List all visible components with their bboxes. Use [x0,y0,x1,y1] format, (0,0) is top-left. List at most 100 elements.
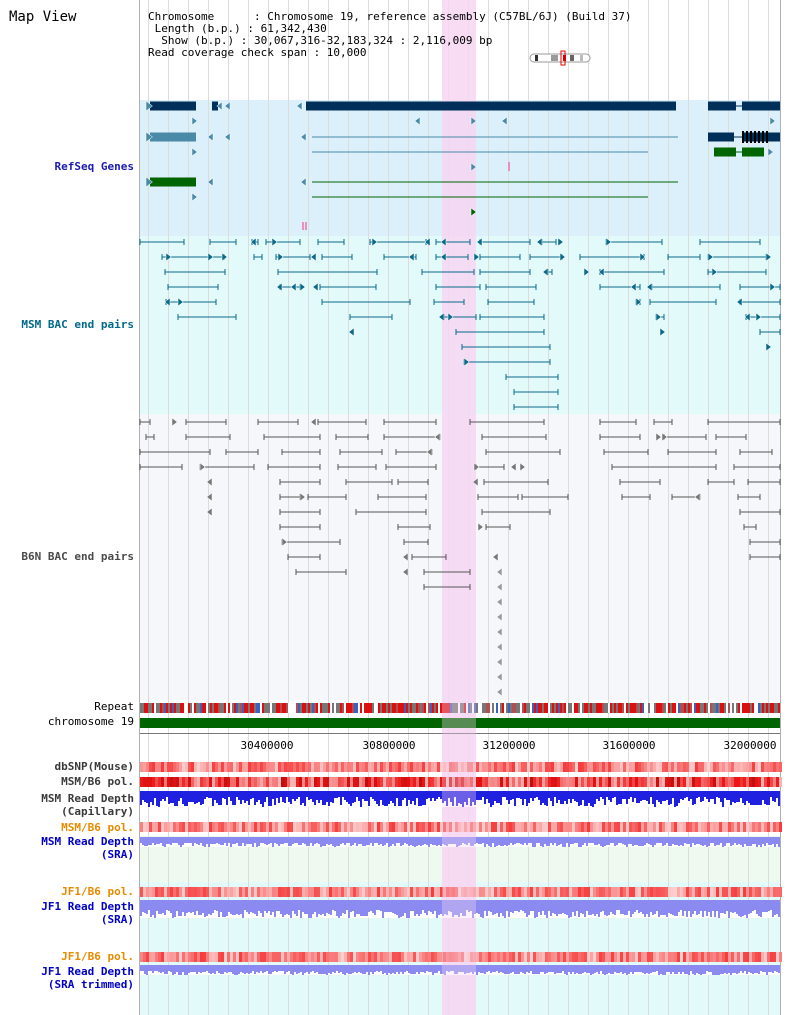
msm-pol-cell [656,777,659,787]
msm-depth-sra-bar [284,837,286,843]
jf1-pol-trim-cell [776,952,779,962]
jf1-depth-sra-bar [366,900,368,916]
msm-depth-sra-bar [406,837,408,844]
repeat-block [556,703,558,713]
jf1-depth-trim-label-1[interactable]: JF1 Read Depth [41,965,134,978]
msm-pol-sra-track-label[interactable]: MSM/B6 pol. [61,821,134,834]
jf1-depth-trim-bar [750,965,752,973]
msm-depth-sra-bar [474,837,476,844]
repeat-block [366,703,368,713]
repeat-block [720,703,722,713]
jf1-depth-sra-bar [208,900,210,914]
msm-depth-sra-bar [472,837,474,846]
repeat-block [354,703,356,713]
jf1-pol-cell [764,887,767,897]
msm-pol-track-label[interactable]: MSM/B6 pol. [61,775,134,788]
dbsnp-cell [263,762,266,772]
msm-depth-sra-bar [168,837,170,844]
jf1-pol-track-label[interactable]: JF1/B6 pol. [61,885,134,898]
msm-pol-cell [410,777,413,787]
repeat-block [712,703,714,713]
dbsnp-cell [155,762,158,772]
jf1-depth-trim-bar [302,965,304,975]
jf1-depth-trim-bar [236,965,238,975]
jf1-pol-trim-cell [656,952,659,962]
msm-depth-sra-bar [510,837,512,843]
dbsnp-cell [377,762,380,772]
jf1-pol-trim-cell [215,952,218,962]
dbsnp-cell [767,762,770,772]
msm-pol-sra-cell [155,822,158,832]
jf1-depth-sra-bar [310,900,312,918]
msm-depth-cap-label-1[interactable]: MSM Read Depth [41,792,134,805]
jf1-depth-sra-bar [688,900,690,911]
dbsnp-cell [527,762,530,772]
jf1-depth-trim-bar [300,965,302,972]
jf1-depth-sra-label-1[interactable]: JF1 Read Depth [41,900,134,913]
jf1-depth-trim-bar [416,965,418,972]
gene-exon [536,196,538,198]
dbsnp-cell [206,762,209,772]
repeat-block [486,703,488,713]
jf1-pol-cell [416,887,419,897]
dbsnp-cell [638,762,641,772]
repeat-block [738,703,740,713]
repeat-block [730,703,732,713]
jf1-depth-trim-bar [282,965,284,971]
msm-pol-sra-cell [332,822,335,832]
jf1-pol-trim-cell [224,952,227,962]
jf1-depth-trim-bar [710,965,712,972]
strand-arrow [224,132,231,142]
jf1-pol-trim-track-label[interactable]: JF1/B6 pol. [61,950,134,963]
msm-depth-cap-bar [592,791,594,807]
dbsnp-cell [593,762,596,772]
jf1-pol-trim-cell [278,952,281,962]
jf1-depth-trim-bar [384,965,386,973]
jf1-pol-cell [683,887,686,897]
msm-depth-sra-bar [166,837,168,844]
msm-depth-sra-bar [670,837,672,846]
gene-exon [302,222,304,230]
refseq-track-label[interactable]: RefSeq Genes [54,160,134,173]
b6n-bac-track-label[interactable]: B6N BAC end pairs [21,550,134,563]
jf1-pol-trim-cell [299,952,302,962]
msm-depth-cap-bar [472,791,474,802]
msm-bac-track-label[interactable]: MSM BAC end pairs [21,318,134,331]
msm-depth-cap-bar [624,791,626,799]
msm-bac-end [207,252,214,262]
jf1-depth-trim-bar [318,965,320,974]
repeat-block [322,703,324,713]
msm-pol-sra-cell [521,822,524,832]
dbsnp-cell [401,762,404,772]
jf1-depth-sra-bar [396,900,398,915]
msm-bac-end [765,252,772,262]
jf1-depth-sra-bar [206,900,208,916]
jf1-depth-sra-bar [394,900,396,914]
msm-depth-cap-bar [308,791,310,800]
ideogram [529,53,591,63]
dbsnp-cell [209,762,212,772]
dbsnp-cell [191,762,194,772]
msm-pol-cell [239,777,242,787]
jf1-depth-sra-bar [292,900,294,911]
repeat-block [352,703,354,713]
jf1-depth-sra-bar [644,900,646,917]
repeat-block [674,703,676,713]
jf1-depth-trim-bar [388,965,390,973]
jf1-pol-trim-cell [527,952,530,962]
jf1-depth-sra-bar [390,900,392,912]
repeat-block [218,703,220,713]
jf1-depth-trim-bar [478,965,480,972]
msm-pol-sra-cell [656,822,659,832]
msm-depth-sra-bar [714,837,716,846]
dbsnp-track-label[interactable]: dbSNP(Mouse) [54,760,134,773]
msm-depth-sra-label-1[interactable]: MSM Read Depth [41,835,134,848]
gene-exon [410,181,412,183]
jf1-depth-trim-bar [490,965,492,973]
dbsnp-cell [668,762,671,772]
jf1-depth-trim-bar [350,965,352,974]
msm-bac-end [476,237,483,247]
msm-depth-sra-bar [602,837,604,847]
repeat-block [540,703,542,713]
msm-depth-sra-bar [646,837,648,843]
